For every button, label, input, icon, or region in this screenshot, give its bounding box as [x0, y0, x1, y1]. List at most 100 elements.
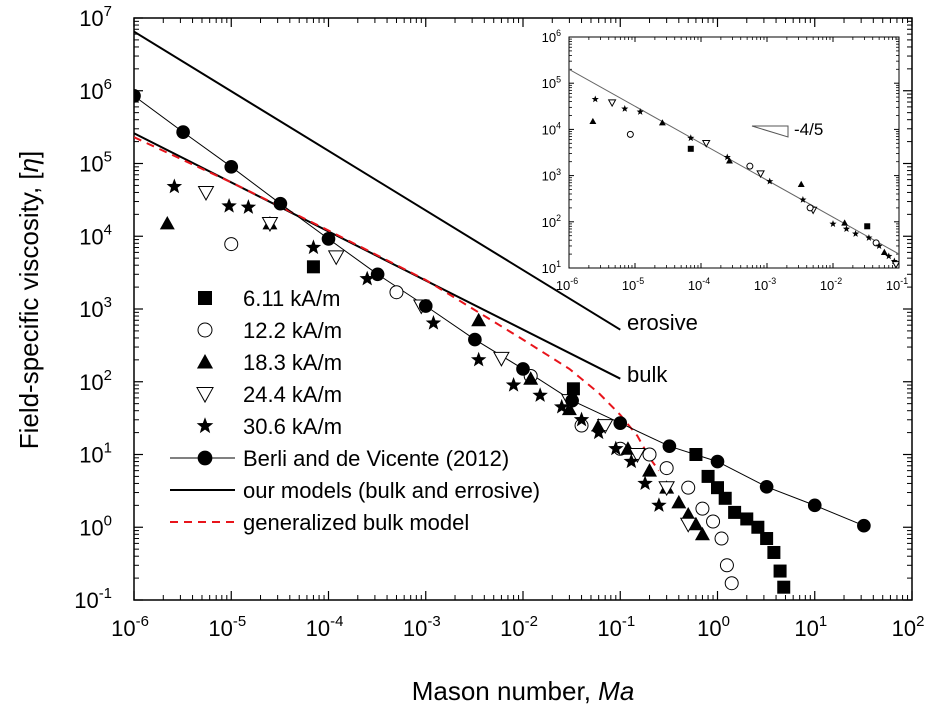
data-point [566, 382, 580, 396]
legend-label: generalized bulk model [243, 510, 469, 535]
data-point [224, 237, 239, 252]
y-tick-label: 10-1 [74, 585, 112, 613]
x-axis-label: Mason number, Ma [412, 676, 635, 706]
inset-data-point [841, 219, 849, 226]
data-point [671, 494, 687, 509]
inset-x-tick-label: 10-5 [622, 276, 644, 293]
data-point [623, 453, 640, 469]
data-point [166, 178, 183, 194]
data-point [493, 351, 510, 367]
data-point [305, 239, 322, 255]
data-point [197, 185, 215, 201]
data-point [629, 448, 646, 464]
inset-data-point [829, 220, 837, 227]
inset-plot [569, 68, 899, 268]
y-axis-label-text: Field-specific viscosity, [ [14, 172, 44, 450]
data-point [327, 250, 345, 266]
inset-data-point [726, 157, 733, 164]
inset-data-point [687, 134, 695, 142]
data-point [689, 448, 703, 461]
data-point [710, 454, 725, 469]
y-tick-label: 107 [79, 3, 112, 31]
legend-label: 18.3 kA/m [243, 350, 342, 375]
data-point [425, 314, 442, 330]
data-point [470, 351, 487, 367]
inset-data-point [658, 119, 666, 126]
legend-marker [196, 387, 214, 404]
inset-data-point [875, 242, 883, 249]
legend-marker [196, 353, 214, 369]
legend-marker [197, 322, 213, 338]
y-tick-label: 104 [79, 221, 112, 249]
y-tick-label: 106 [79, 76, 112, 104]
inset-data-point [852, 230, 860, 237]
y-axis-label-close: ] [14, 151, 44, 158]
x-tick-label: 100 [697, 613, 730, 641]
bulk-line-label: bulk [627, 362, 668, 387]
legend-label: 6.11 kA/m [243, 286, 340, 311]
inset-x-tick-label: 10-4 [688, 276, 710, 293]
data-point [767, 545, 781, 559]
x-axis-label-text: Mason number, [412, 676, 598, 706]
erosive-model-line [134, 30, 621, 331]
data-point [773, 564, 787, 578]
legend-label: 12.2 kA/m [243, 318, 342, 343]
data-point [159, 215, 175, 230]
main-axes-ticks: 10-6 10-5 10-4 10-3 10-2 10-1 100 101 102 10-1 100… [74, 3, 924, 641]
legend-marker [198, 291, 212, 305]
data-point [468, 332, 482, 347]
data-point [706, 514, 721, 529]
inset-data-point [842, 225, 851, 232]
inset-x-tick-label: 10-1 [886, 276, 908, 293]
data-point [134, 89, 141, 103]
data-point [590, 424, 607, 440]
data-point [418, 299, 433, 313]
y-tick-label: 100 [79, 512, 112, 540]
data-point [857, 518, 871, 533]
data-point [321, 232, 336, 246]
data-point [523, 371, 539, 385]
inset-y-tick-label: 101 [542, 259, 561, 276]
inset-data-point [591, 95, 599, 103]
data-point [711, 481, 724, 495]
inset-data-point [891, 261, 899, 268]
data-point [608, 440, 624, 456]
inset-data-point [607, 99, 617, 108]
inset-slope-label: -4/5 [794, 120, 823, 139]
data-point [807, 498, 822, 513]
x-axis-label-italic: Ma [598, 676, 634, 706]
y-tick-label: 105 [79, 149, 112, 177]
inset-x-tick-label: 10-6 [556, 276, 578, 293]
data-point [642, 463, 658, 477]
x-tick-label: 10-5 [208, 613, 246, 641]
inset-data-point [621, 104, 629, 112]
y-tick-label: 103 [79, 294, 112, 322]
data-point [680, 506, 696, 521]
legend-label: 24.4 kA/m [243, 382, 342, 407]
data-point [679, 517, 697, 533]
data-point [701, 469, 715, 483]
inset-data-point [723, 153, 731, 161]
inset-data-point [806, 204, 814, 212]
x-tick-label: 10-4 [306, 613, 344, 641]
data-point [273, 196, 288, 211]
inset-data-point [864, 223, 871, 230]
inset-data-point [756, 170, 765, 179]
x-tick-label: 101 [794, 613, 827, 641]
inset-data-point [589, 117, 597, 125]
x-tick-label: 102 [892, 613, 925, 641]
inset-data-point [885, 252, 893, 260]
data-point [573, 411, 590, 427]
data-point [306, 260, 320, 274]
x-tick-label: 10-6 [111, 613, 149, 641]
data-point [719, 558, 734, 573]
legend-marker [197, 450, 213, 466]
data-point [688, 516, 704, 531]
data-point [695, 501, 710, 516]
inset-data-point [701, 140, 711, 148]
data-point [642, 447, 657, 462]
x-tick-label: 10-3 [403, 613, 441, 641]
data-point [777, 580, 791, 594]
generalized-bulk-model-line [134, 136, 660, 472]
data-point [728, 505, 742, 519]
